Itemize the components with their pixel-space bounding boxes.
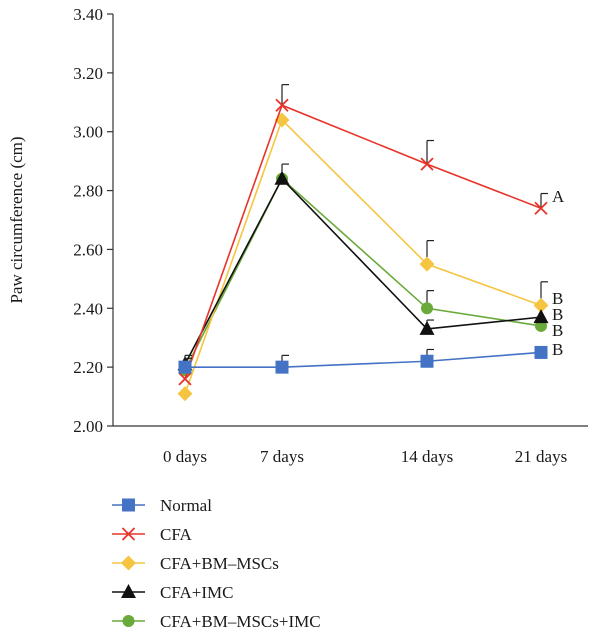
error-bar <box>426 139 434 165</box>
legend-label: CFA+BM–MSCs <box>160 554 279 573</box>
data-point <box>275 360 289 374</box>
x-marker-stroke <box>178 372 192 386</box>
significance-label: B <box>552 340 563 359</box>
series-3 <box>177 163 549 371</box>
data-point <box>420 157 434 171</box>
x-marker-stroke <box>534 201 548 215</box>
data-point <box>178 372 192 386</box>
data-point <box>420 354 434 368</box>
data-point <box>177 386 193 402</box>
series-0 <box>178 345 548 374</box>
y-tick-label: 2.20 <box>73 358 103 377</box>
data-point <box>419 256 435 272</box>
data-point <box>534 345 548 359</box>
significance-label: B <box>552 305 563 324</box>
y-tick-label: 3.00 <box>73 123 103 142</box>
y-tick-label: 2.80 <box>73 182 103 201</box>
y-tick-label: 2.40 <box>73 299 103 318</box>
legend-item: Normal <box>112 496 212 515</box>
data-point <box>421 302 433 315</box>
legend-item: CFA <box>112 525 193 544</box>
series-1 <box>178 84 548 386</box>
legend-marker <box>122 615 135 627</box>
series-2 <box>177 112 549 402</box>
significance-label: B <box>552 289 563 308</box>
legend-item: CFA+IMC <box>112 583 234 602</box>
error-bar <box>281 84 289 106</box>
x-marker-stroke <box>275 98 289 112</box>
legend-item: CFA+BM–MSCs+IMC <box>112 612 321 631</box>
x-tick-label: 21 days <box>515 447 567 466</box>
legend-label: CFA+BM–MSCs+IMC <box>160 612 321 631</box>
y-tick-label: 2.00 <box>73 417 103 436</box>
data-point <box>178 360 192 374</box>
x-tick-label: 0 days <box>163 447 207 466</box>
legend-marker <box>121 584 136 598</box>
series-line <box>185 351 542 368</box>
legend-label: CFA <box>160 525 193 544</box>
legend-item: CFA+BM–MSCs <box>112 554 279 573</box>
x-tick-label: 7 days <box>260 447 304 466</box>
series-line <box>184 177 542 371</box>
x-axis: 0 days 7 days 14 days 21 days <box>113 425 588 466</box>
y-axis: 2.00 2.20 2.40 2.60 2.80 3.00 3.20 3.40 <box>73 5 114 436</box>
y-tick-label: 3.40 <box>73 5 103 24</box>
data-point <box>534 201 548 215</box>
x-tick-label: 14 days <box>401 447 453 466</box>
series-line <box>184 104 542 380</box>
x-marker-stroke <box>121 527 136 541</box>
y-axis-label: Paw circumference (cm) <box>7 136 26 303</box>
legend-marker <box>122 498 135 512</box>
series-line <box>184 118 542 394</box>
x-marker-stroke <box>420 157 434 171</box>
legend-marker <box>121 527 136 541</box>
significance-label: B <box>552 321 563 340</box>
y-tick-label: 3.20 <box>73 64 103 83</box>
legend-label: Normal <box>160 496 212 515</box>
error-bar <box>540 192 548 209</box>
series-line <box>184 177 542 365</box>
data-point <box>533 309 549 324</box>
data-point <box>274 170 290 185</box>
legend-label: CFA+IMC <box>160 583 234 602</box>
data-point <box>275 98 289 112</box>
y-tick-label: 2.60 <box>73 240 103 259</box>
legend-marker <box>121 555 136 571</box>
series-4 <box>179 172 547 377</box>
data-point <box>419 320 435 335</box>
legend: Normal CFA CFA+BM–MSCs CFA+IMC CFA+BM–MSCs+I… <box>112 496 321 631</box>
significance-label: A <box>552 187 565 206</box>
data-point <box>533 297 549 313</box>
